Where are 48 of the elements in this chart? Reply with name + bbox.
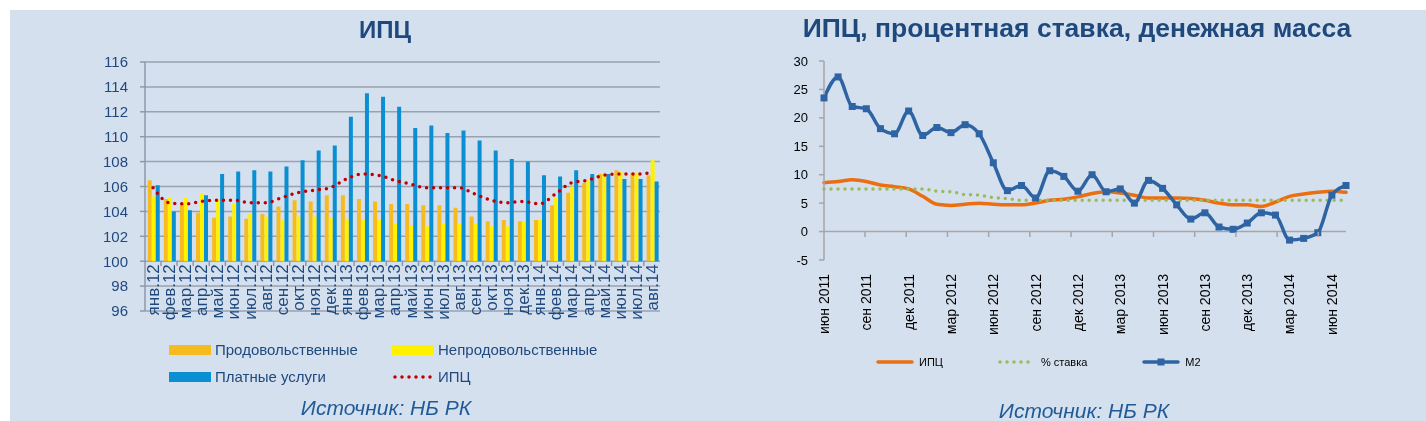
chart-title: ИПЦ bbox=[358, 16, 412, 43]
x-tick-label: мар 2012 bbox=[942, 273, 959, 335]
y-tick-label: 116 bbox=[104, 53, 128, 71]
y-tick-label: 30 bbox=[793, 53, 808, 69]
x-tick-label: мар 2014 bbox=[1281, 273, 1298, 335]
y-tick-label: 100 bbox=[102, 252, 128, 270]
y-tick-label: 25 bbox=[793, 82, 808, 98]
x-tick-label: фев.13 bbox=[353, 264, 373, 321]
x-tick-label: фев.14 bbox=[546, 264, 566, 321]
x-tick-label: дек.12 bbox=[321, 264, 341, 315]
x-tick-label: сен 2013 bbox=[1196, 273, 1213, 332]
y-tick-label: 104 bbox=[102, 202, 128, 220]
x-tick-label: июн 2013 bbox=[1154, 273, 1171, 336]
y-tick-label: 102 bbox=[102, 227, 128, 245]
x-tick-label: дек 2011 bbox=[900, 273, 917, 331]
x-tick-label: сен 2011 bbox=[858, 273, 875, 331]
x-tick-label: дек 2013 bbox=[1239, 273, 1256, 332]
legend-label: Непродовольственные bbox=[438, 341, 598, 358]
x-tick-label: июн 2012 bbox=[985, 273, 1002, 336]
x-tick-label: мар 2013 bbox=[1112, 273, 1129, 335]
x-tick-label: сен 2012 bbox=[1027, 273, 1044, 332]
y-tick-label: 110 bbox=[104, 128, 128, 146]
legend-label: Платные услуги bbox=[215, 368, 326, 385]
y-tick-label: 96 bbox=[111, 302, 128, 320]
x-tick-label: июн 2014 bbox=[1323, 273, 1340, 336]
legend-label: М2 bbox=[1185, 356, 1201, 368]
legend-label: ИПЦ bbox=[438, 368, 471, 385]
y-tick-label: 10 bbox=[793, 167, 808, 183]
y-tick-label: 108 bbox=[102, 152, 128, 170]
y-tick-label: 20 bbox=[793, 110, 808, 126]
text: Источник: НБ РК bbox=[998, 399, 1170, 421]
text: Источник: НБ РК bbox=[300, 396, 472, 419]
y-tick-label: 114 bbox=[104, 78, 128, 96]
y-tick-label: 0 bbox=[800, 224, 808, 240]
legend-label: Продовольственные bbox=[215, 341, 358, 358]
y-tick-label: 15 bbox=[793, 138, 808, 154]
x-tick-label: фев.12 bbox=[160, 264, 180, 321]
legend-label: % ставка bbox=[1040, 356, 1088, 368]
y-tick-label: 98 bbox=[111, 277, 128, 295]
legend-label: ИПЦ bbox=[919, 356, 943, 368]
x-tick-label: дек 2012 bbox=[1069, 273, 1086, 332]
y-tick-label: 5 bbox=[800, 195, 808, 211]
y-tick-label: -5 bbox=[796, 252, 808, 268]
chart-title: ИПЦ, процентная ставка, денежная масса bbox=[802, 13, 1352, 43]
x-tick-label: июн 2011 bbox=[815, 273, 832, 335]
x-tick-label: янв.12 bbox=[144, 264, 163, 316]
y-tick-label: 112 bbox=[104, 103, 128, 121]
y-tick-label: 106 bbox=[102, 177, 128, 195]
